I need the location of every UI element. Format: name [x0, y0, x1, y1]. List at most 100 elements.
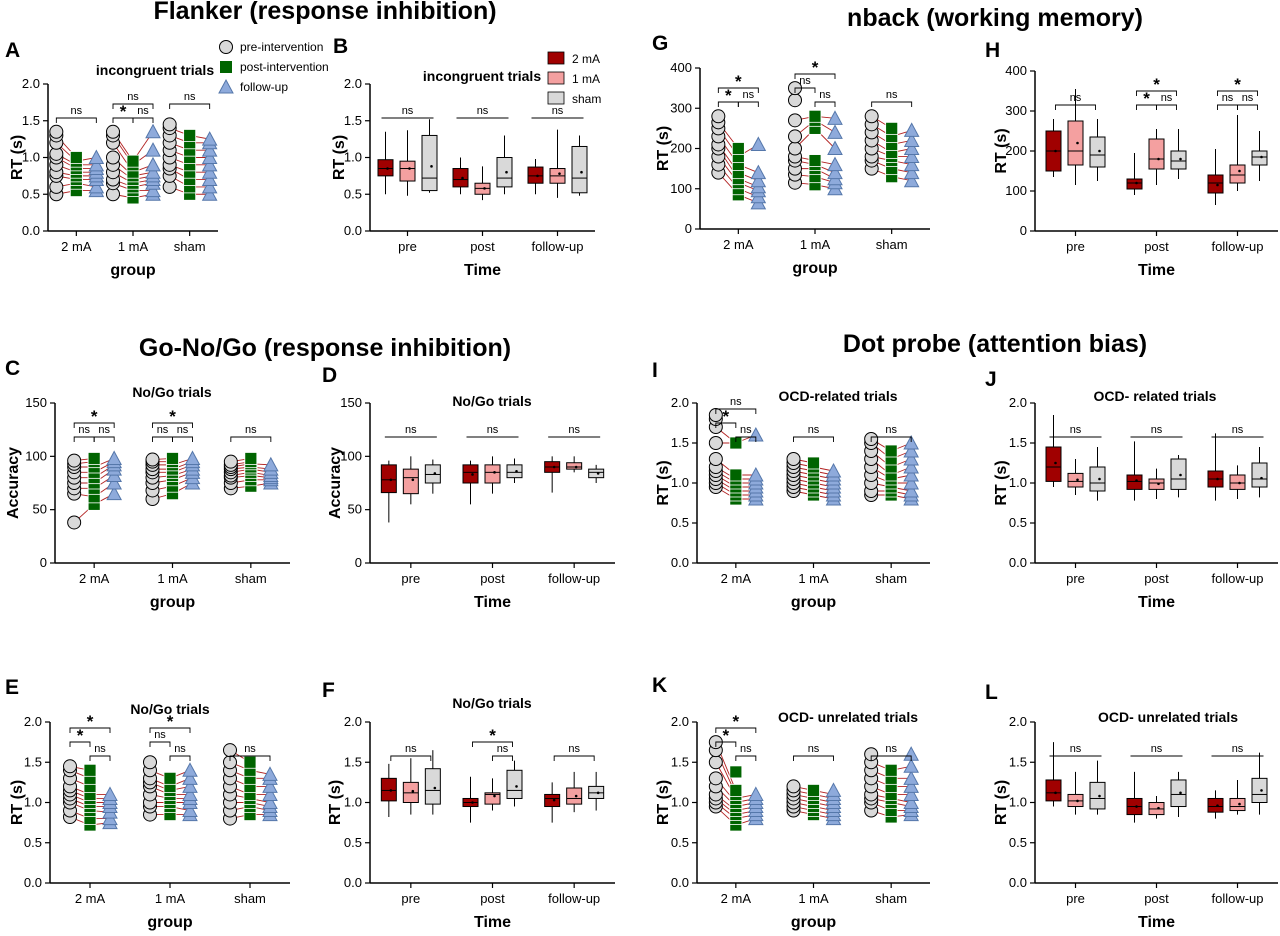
x-tick-label: 2 mA [75, 891, 106, 906]
box-mean [1054, 791, 1057, 795]
significance-star: * [812, 58, 819, 77]
follow-up-point [747, 786, 764, 801]
post-intervention-point [808, 154, 822, 167]
panel-title: No/Go trials [132, 384, 212, 400]
legend-box-marker [547, 71, 565, 85]
significance-bracket [73, 436, 95, 442]
x-axis-label: Time [474, 914, 511, 931]
y-tick-label: 400 [670, 60, 692, 75]
panel-title: No/Go trials [130, 701, 210, 717]
legend-label: 1 mA [572, 72, 600, 86]
box-mean [574, 794, 578, 798]
significance-bracket [717, 87, 759, 93]
box-mean [505, 170, 508, 174]
follow-up-point [145, 182, 161, 198]
pre-intervention-point [162, 117, 177, 132]
box [1045, 446, 1062, 482]
x-tick-label: 1 mA [800, 237, 831, 252]
x-tick-label: 2 mA [61, 239, 92, 254]
box-mean [1216, 183, 1219, 187]
panel-label-B: B [333, 35, 348, 58]
panel-title: incongruent trials [423, 68, 541, 84]
box [1067, 120, 1084, 166]
y-axis-label: RT (s) [993, 460, 1010, 505]
pre-intervention-point [788, 93, 802, 108]
box [402, 468, 419, 495]
significance-ns: ns [568, 424, 580, 436]
significance-bracket [73, 422, 115, 428]
x-tick-label: pre [1066, 571, 1085, 586]
y-tick-label: 100 [340, 448, 362, 463]
box-mean [1260, 476, 1263, 480]
significance-ns: ns [94, 743, 106, 755]
significance-star: * [735, 72, 742, 91]
significance-bracket [737, 101, 759, 107]
significance-star: * [167, 712, 174, 731]
y-tick-label: 2.0 [24, 714, 42, 729]
significance-star: * [87, 712, 94, 731]
box-mean [552, 798, 556, 802]
x-axis-label: group [110, 262, 156, 279]
pre-intervention-point [708, 755, 723, 770]
box [496, 157, 513, 188]
y-tick-label: 200 [1005, 143, 1027, 158]
significance-bracket [69, 727, 111, 733]
x-tick-label: sham [875, 571, 907, 586]
significance-star: * [169, 407, 176, 426]
significance-bracket [55, 117, 97, 123]
follow-up-point [903, 770, 920, 785]
y-tick-label: 0.0 [344, 875, 362, 890]
x-axis-label: group [791, 594, 837, 611]
y-tick-label: 1.5 [671, 435, 689, 450]
y-tick-label: 100 [1005, 183, 1027, 198]
pre-intervention-point [67, 453, 82, 468]
section-title-nback: nback (working memory) [847, 4, 1143, 32]
pre-intervention-point [708, 408, 723, 422]
box-mean [483, 187, 486, 190]
significance-bracket [1055, 104, 1096, 110]
follow-up-point [184, 450, 201, 465]
box [462, 464, 479, 484]
significance-ns: ns [244, 743, 256, 755]
post-intervention-point [243, 755, 257, 769]
box-mean [1076, 478, 1079, 482]
follow-up-point [903, 434, 920, 450]
section-title-dotprobe: Dot probe (attention bias) [843, 330, 1147, 358]
significance-bracket [794, 73, 836, 79]
follow-up-point [201, 142, 218, 157]
box [1148, 138, 1165, 170]
box-mean [1238, 802, 1241, 806]
follow-up-point [201, 131, 218, 146]
follow-up-point [903, 450, 920, 466]
significance-ns: ns [1232, 424, 1244, 436]
box-mean [558, 172, 561, 175]
legend-label: sham [572, 92, 601, 106]
pre-intervention-point [49, 124, 64, 139]
x-tick-label: post [480, 571, 505, 586]
box-mean [1135, 181, 1138, 185]
y-tick-label: 150 [340, 395, 362, 410]
y-axis-label: RT (s) [655, 780, 672, 825]
box [452, 168, 469, 188]
box [380, 777, 397, 802]
significance-star: * [1153, 75, 1160, 94]
x-axis-label: group [147, 914, 193, 931]
panel-label-I: I [652, 359, 658, 382]
significance-ns: ns [743, 89, 755, 101]
box-mean [1179, 157, 1182, 161]
significance-ns: ns [405, 424, 417, 436]
y-tick-label: 50 [33, 502, 47, 517]
box [1251, 462, 1268, 488]
significance-ns: ns [1070, 424, 1082, 436]
x-tick-label: 1 mA [118, 239, 149, 254]
x-tick-label: follow-up [548, 891, 600, 906]
significance-bracket [1237, 104, 1258, 110]
pre-intervention-point [708, 436, 723, 450]
panel-label-J: J [985, 368, 997, 391]
y-tick-label: 2.0 [344, 76, 362, 91]
panel-title: OCD- unrelated trials [778, 709, 918, 725]
box [566, 462, 583, 470]
y-tick-label: 0 [355, 555, 362, 570]
